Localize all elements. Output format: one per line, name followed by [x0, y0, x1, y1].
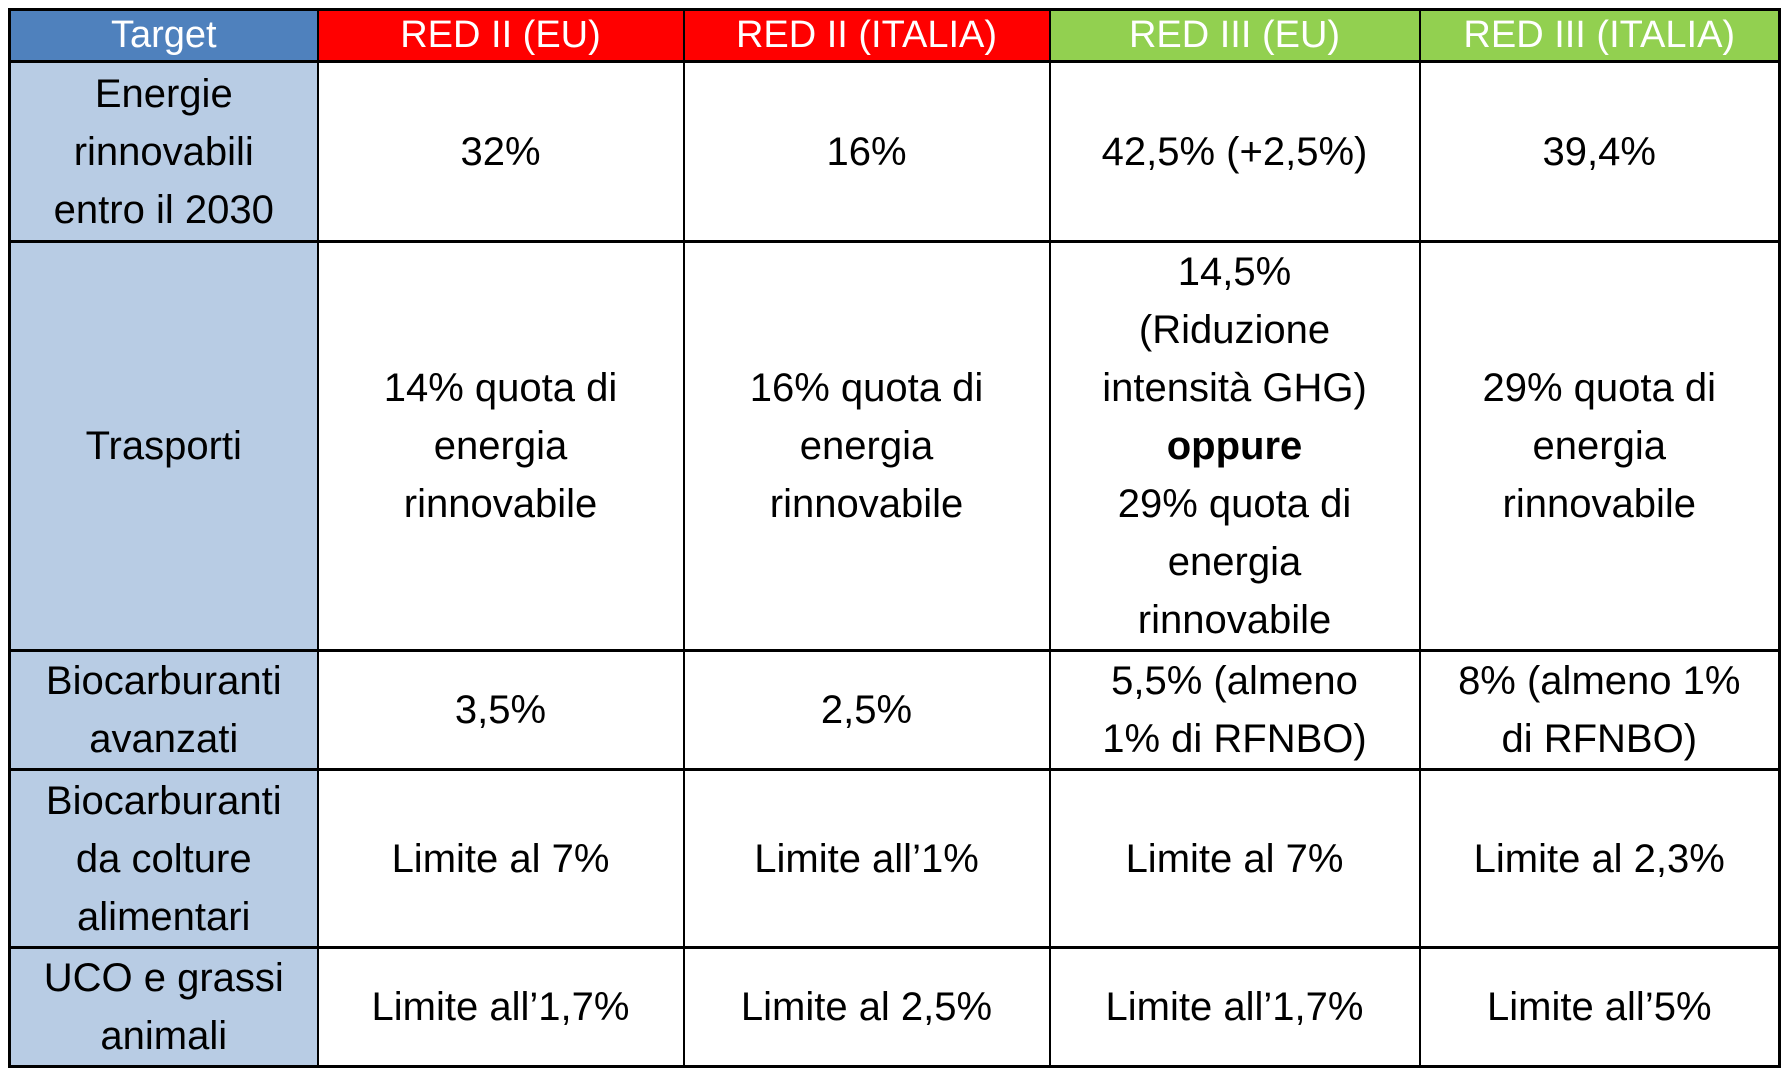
row-label-biocarburanti-avanzati: Biocarburanti avanzati	[8, 649, 319, 772]
trasporti-red3-eu-option-1: 14,5% (Riduzione intensità GHG)	[1102, 250, 1367, 411]
table-header-row: Target RED II (EU) RED II (ITALIA) RED I…	[8, 7, 1781, 64]
column-header-red2-eu: RED II (EU)	[316, 7, 685, 64]
column-header-red3-eu: RED III (EU)	[1048, 7, 1421, 64]
table-row: Biocarburanti avanzati 3,5% 2,5% 5,5% (a…	[8, 649, 1781, 772]
cell-colture-red2-italia: Limite all’1%	[682, 768, 1051, 950]
table-row: Trasporti 14% quota di energia rinnovabi…	[8, 240, 1781, 653]
table-row: UCO e grassi animali Limite all’1,7% Lim…	[8, 946, 1781, 1069]
cell-biocarburanti-avanzati-red3-italia: 8% (almeno 1% di RFNBO)	[1418, 649, 1781, 772]
table-row: Biocarburanti da colture alimentari Limi…	[8, 768, 1781, 950]
row-label-uco-grassi: UCO e grassi animali	[8, 946, 319, 1069]
cell-biocarburanti-avanzati-red2-eu: 3,5%	[316, 649, 685, 772]
table-row: Energie rinnovabili entro il 2030 32% 16…	[8, 60, 1781, 244]
cell-uco-red3-eu: Limite all’1,7%	[1048, 946, 1421, 1069]
cell-energie-red2-italia: 16%	[682, 60, 1051, 244]
column-header-red2-italia: RED II (ITALIA)	[682, 7, 1051, 64]
cell-energie-red2-eu: 32%	[316, 60, 685, 244]
cell-uco-red3-italia: Limite all’5%	[1418, 946, 1781, 1069]
cell-biocarburanti-avanzati-red2-italia: 2,5%	[682, 649, 1051, 772]
cell-energie-red3-eu: 42,5% (+2,5%)	[1048, 60, 1421, 244]
row-label-trasporti: Trasporti	[8, 240, 319, 653]
cell-trasporti-red3-italia: 29% quota di energia rinnovabile	[1418, 240, 1781, 653]
row-label-energie-rinnovabili: Energie rinnovabili entro il 2030	[8, 60, 319, 244]
cell-trasporti-red3-eu: 14,5% (Riduzione intensità GHG) oppure 2…	[1048, 240, 1421, 653]
red-directive-comparison-table: Target RED II (EU) RED II (ITALIA) RED I…	[8, 7, 1781, 1069]
cell-uco-red2-italia: Limite al 2,5%	[682, 946, 1051, 1069]
cell-biocarburanti-avanzati-red3-eu: 5,5% (almeno 1% di RFNBO)	[1048, 649, 1421, 772]
cell-energie-red3-italia: 39,4%	[1418, 60, 1781, 244]
trasporti-red3-eu-connector: oppure	[1166, 424, 1303, 469]
cell-trasporti-red2-italia: 16% quota di energia rinnovabile	[682, 240, 1051, 653]
cell-colture-red3-italia: Limite al 2,3%	[1418, 768, 1781, 950]
trasporti-red3-eu-option-2: 29% quota di energia rinnovabile	[1117, 482, 1352, 643]
cell-trasporti-red2-eu: 14% quota di energia rinnovabile	[316, 240, 685, 653]
column-header-target: Target	[8, 7, 319, 64]
cell-colture-red3-eu: Limite al 7%	[1048, 768, 1421, 950]
cell-uco-red2-eu: Limite all’1,7%	[316, 946, 685, 1069]
row-label-biocarburanti-colture: Biocarburanti da colture alimentari	[8, 768, 319, 950]
cell-colture-red2-eu: Limite al 7%	[316, 768, 685, 950]
column-header-red3-italia: RED III (ITALIA)	[1418, 7, 1781, 64]
